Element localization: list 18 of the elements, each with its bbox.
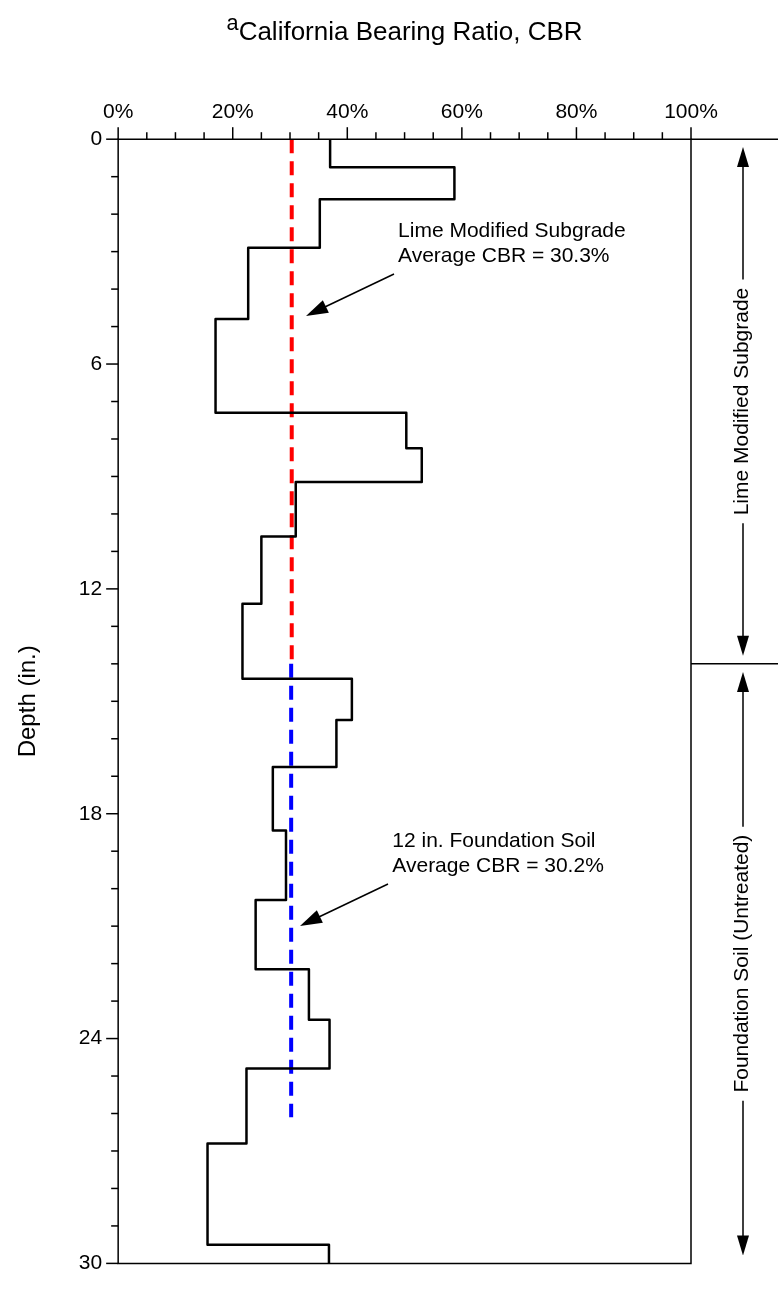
text: Foundation Soil (Untreated): [729, 834, 753, 1093]
x-tick-label: 60%: [440, 99, 483, 123]
y-tick-label: 0: [90, 126, 103, 149]
text: Lime Modified Subgrade: [729, 287, 753, 516]
y-axis-title: Depth (in.): [13, 645, 41, 758]
x-tick-label: 0%: [102, 99, 134, 123]
x-tick-label: 20%: [211, 99, 254, 123]
x-axis-title: $^{a}$California Bearing Ratio, CBR: [225, 10, 584, 47]
y-tick-label: 6: [90, 350, 103, 374]
annotation: 12 in. Foundation Soil Average CBR = 30.2%: [392, 828, 604, 877]
x-tick-label: 80%: [555, 99, 598, 123]
y-tick-label: 12: [78, 575, 103, 599]
x-tick-label: 40%: [326, 99, 369, 123]
y-tick-label: 24: [78, 1025, 103, 1049]
x-tick-label: 100%: [664, 99, 718, 123]
y-tick-label: 18: [78, 800, 103, 824]
annotation: Lime Modified Subgrade Average CBR = 30.3%: [398, 217, 626, 266]
y-tick-label: 30: [78, 1250, 103, 1274]
